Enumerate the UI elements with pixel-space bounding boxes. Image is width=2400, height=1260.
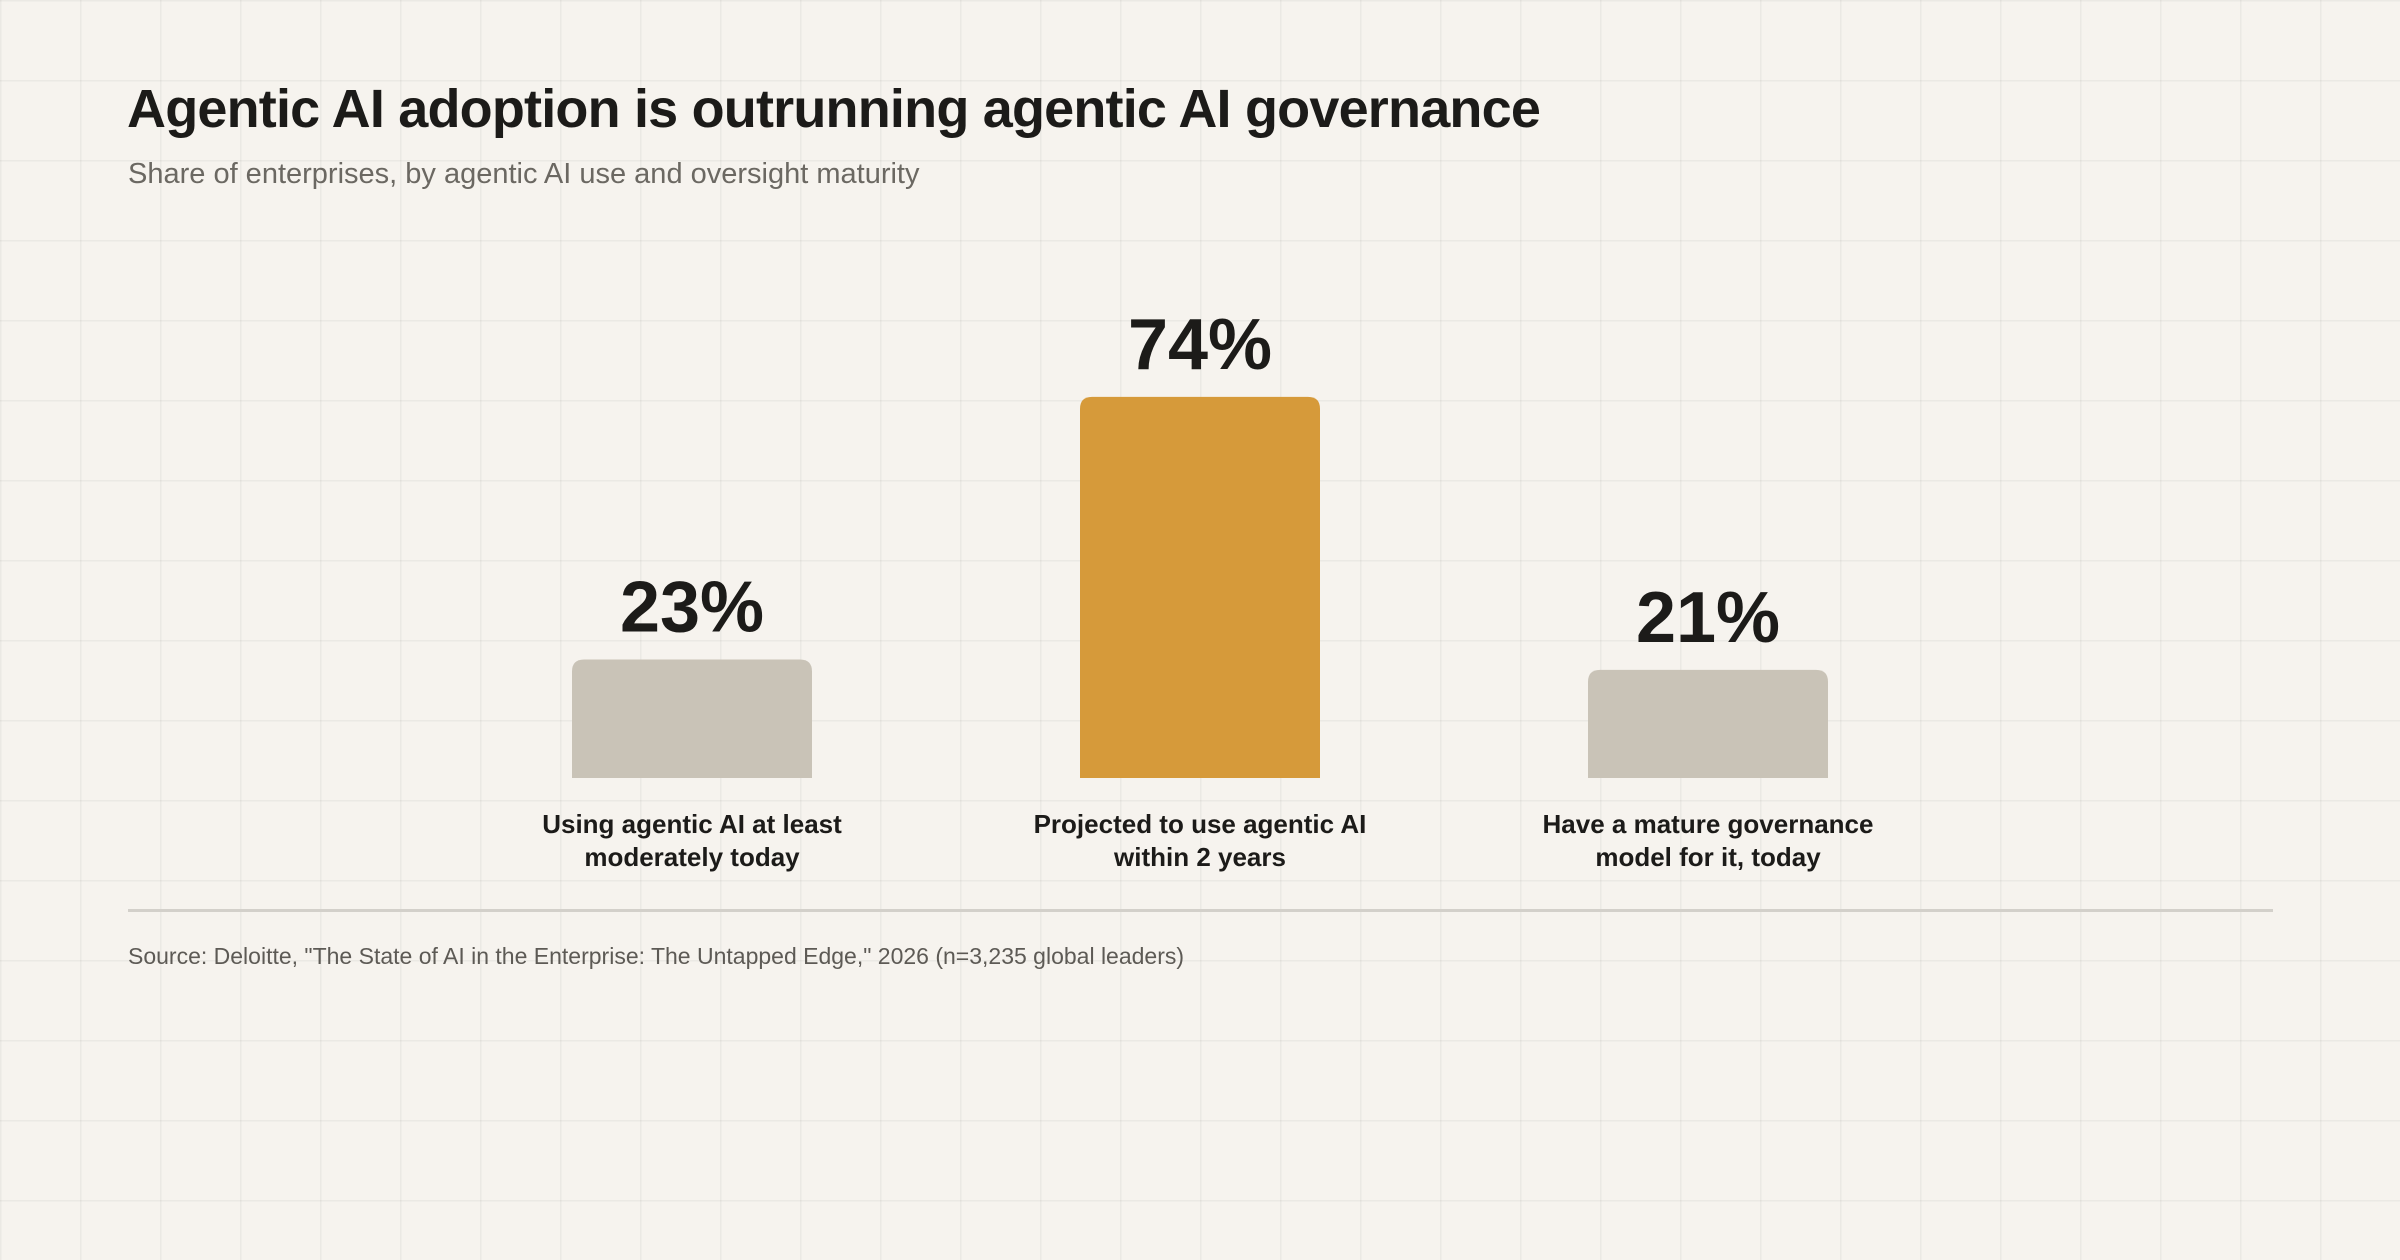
category-label-2: Projected to use agentic AI within 2 year… [1034,809,1367,872]
value-label-2: 74% [1128,305,1272,385]
value-label-1: 23% [620,568,764,648]
category-label-line: moderately today [584,842,800,872]
value-label-3: 21% [1636,578,1780,658]
chart-subtitle: Share of enterprises, by agentic AI use … [128,158,920,190]
bar-3 [1588,669,1828,778]
category-label-line: Have a mature governance [1543,809,1874,839]
source-note: Source: Deloitte, "The State of AI in th… [128,943,1185,969]
bar-chart: 23% Using agentic AI at least moderately t… [542,305,1874,872]
category-label-1: Using agentic AI at least moderately toda… [542,809,842,872]
category-label-line: Projected to use agentic AI [1034,809,1367,839]
category-label-line: Using agentic AI at least [542,809,842,839]
chart-title: Agentic AI adoption is outrunning agenti… [127,79,1541,139]
bar-1 [572,659,812,778]
category-label-line: model for it, today [1595,842,1821,872]
category-label-3: Have a mature governance model for it, to… [1543,809,1874,872]
footer-divider [128,909,2273,912]
category-label-line: within 2 years [1113,842,1286,872]
bar-2 [1080,396,1320,778]
